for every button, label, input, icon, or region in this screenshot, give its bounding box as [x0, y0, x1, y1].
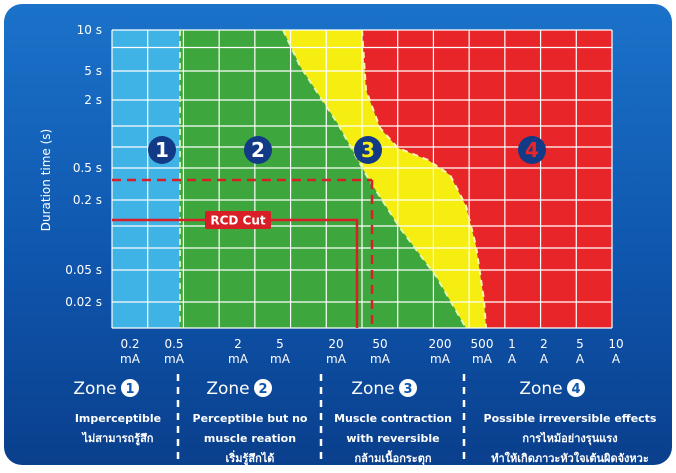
zone-legend-title: Zone: [73, 379, 116, 399]
zone-legend-desc-line: Muscle contraction: [334, 412, 452, 425]
x-tick-unit: mA: [228, 352, 249, 366]
zone-legend-desc-line: เริ่มรู้สึกได้: [226, 450, 275, 466]
zone-legend-desc-line: muscle reation: [204, 432, 296, 445]
zone-legend-desc-line: กล้ามเนื้อกระตุก: [355, 450, 432, 466]
x-tick: 10A: [608, 337, 623, 366]
zone-3-4-boundary: [361, 29, 487, 329]
zone-1-badge: 1: [148, 136, 176, 164]
x-tick-value: 1: [508, 337, 516, 351]
x-tick-value: 50: [372, 337, 387, 351]
zone-4-badge-circle: [518, 136, 546, 164]
x-tick-unit: A: [540, 352, 549, 366]
x-tick-value: 0.2: [120, 337, 139, 351]
x-tick-value: 2: [540, 337, 548, 351]
zone-legend-item-2: Zone 2 Perceptible but no muscle reation เริ…: [193, 379, 308, 466]
zone-3-area: [283, 30, 486, 328]
zone-4-badge: 4: [518, 136, 546, 164]
x-tick-value: 500: [471, 337, 494, 351]
y-tick-labels: 10 s 5 s 2 s 0.5 s 0.2 s 0.05 s 0.02 s: [65, 23, 102, 309]
zone-legend-item-1: Zone 1 Imperceptible ไม่สามารถรู้สึก: [73, 379, 161, 446]
zone-2-badge-number: 2: [251, 138, 265, 162]
x-tick-value: 5: [276, 337, 284, 351]
zone-legend-badge-number: 4: [571, 382, 580, 397]
y-tick-label: 0.02 s: [65, 295, 102, 309]
rcd-cut-line: [112, 218, 359, 328]
x-tick: 0.5mA: [164, 337, 185, 366]
x-tick-unit: mA: [326, 352, 347, 366]
x-tick: 1A: [508, 337, 517, 366]
zone-legend-desc-line: with reversible: [346, 432, 439, 445]
y-tick-label: 5 s: [84, 64, 102, 78]
x-tick-value: 10: [608, 337, 623, 351]
x-tick-unit: A: [612, 352, 621, 366]
x-tick-unit: mA: [270, 352, 291, 366]
zone-legend-title: Zone: [206, 379, 249, 399]
zone-2-badge-circle: [244, 136, 272, 164]
y-tick-label: 0.5 s: [73, 161, 102, 175]
x-tick-value: 200: [429, 337, 452, 351]
x-tick-unit: mA: [164, 352, 185, 366]
x-tick-unit: mA: [430, 352, 451, 366]
zone-legend-badge-number: 3: [403, 382, 412, 397]
zone-2-badge: 2: [244, 136, 272, 164]
zone-3-badge: 3: [354, 136, 382, 164]
zone-legend-desc-line: Possible irreversible effects: [484, 412, 657, 425]
x-tick-value: 20: [328, 337, 343, 351]
x-tick-unit: A: [576, 352, 585, 366]
x-tick-value: 0.5: [164, 337, 183, 351]
y-tick-label: 2 s: [84, 93, 102, 107]
x-tick-unit: mA: [472, 352, 493, 366]
zone-legend-desc-line: การไหม้อย่างรุนแรง: [522, 431, 617, 446]
zone-legend-badge-number: 1: [125, 382, 134, 397]
x-tick: 2A: [540, 337, 549, 366]
zone-legend-desc-line: Perceptible but no: [193, 412, 308, 425]
y-tick-label: 0.05 s: [65, 263, 102, 277]
x-tick: 0.2mA: [120, 337, 141, 366]
rcd-cut-label-bg: [205, 211, 271, 229]
zone-legend-desc-line: Imperceptible: [75, 412, 161, 425]
zone-1-badge-number: 1: [155, 138, 169, 162]
y-axis-title: Duration time (s): [39, 129, 53, 231]
zone-legend-desc-line: ไม่สามารถรู้สึก: [81, 431, 154, 446]
rcd-cut-label: RCD Cut: [210, 214, 266, 228]
zone-4-area: [362, 30, 612, 328]
y-tick-label: 10 s: [77, 23, 102, 37]
y-tick-label: 0.2 s: [73, 193, 102, 207]
zone-legend-badge: [567, 379, 585, 397]
x-tick-unit: A: [508, 352, 517, 366]
x-tick: 2mA: [228, 337, 249, 366]
zone-legend-badge: [121, 379, 139, 397]
zone-4-badge-number: 4: [525, 138, 539, 162]
x-tick: 5A: [576, 337, 585, 366]
x-tick-unit: mA: [120, 352, 141, 366]
zone-2-3-boundary: [282, 29, 467, 329]
zone-3-badge-number: 3: [361, 138, 375, 162]
zone-legend-title: Zone: [519, 379, 562, 399]
zone-legend-title: Zone: [351, 379, 394, 399]
zone-3-badge-circle: [354, 136, 382, 164]
zone-legend-item-3: Zone 3 Muscle contraction with reversible กล…: [334, 379, 452, 466]
zone-legend-badge: [399, 379, 417, 397]
x-tick-unit: mA: [370, 352, 391, 366]
zone-legend-item-4: Zone 4 Possible irreversible effects การไหม…: [484, 379, 657, 465]
zone-1-badge-circle: [148, 136, 176, 164]
x-tick-value: 2: [234, 337, 242, 351]
zone-legend-badge: [254, 379, 272, 397]
zone-legend: Zone 1 Imperceptible ไม่สามารถรู้สึก Zone 2 Pe…: [73, 379, 657, 466]
zone-legend-badge-number: 2: [258, 382, 267, 397]
x-tick-value: 5: [576, 337, 584, 351]
x-tick-labels: 0.2mA0.5mA2mA5mA20mA50mA200mA500mA1A2A5A…: [120, 337, 624, 366]
x-tick: 5mA: [270, 337, 291, 366]
zone-legend-desc-line: ทำให้เกิดภาวะหัวใจเต้นผิดจังหวะ: [491, 451, 649, 465]
